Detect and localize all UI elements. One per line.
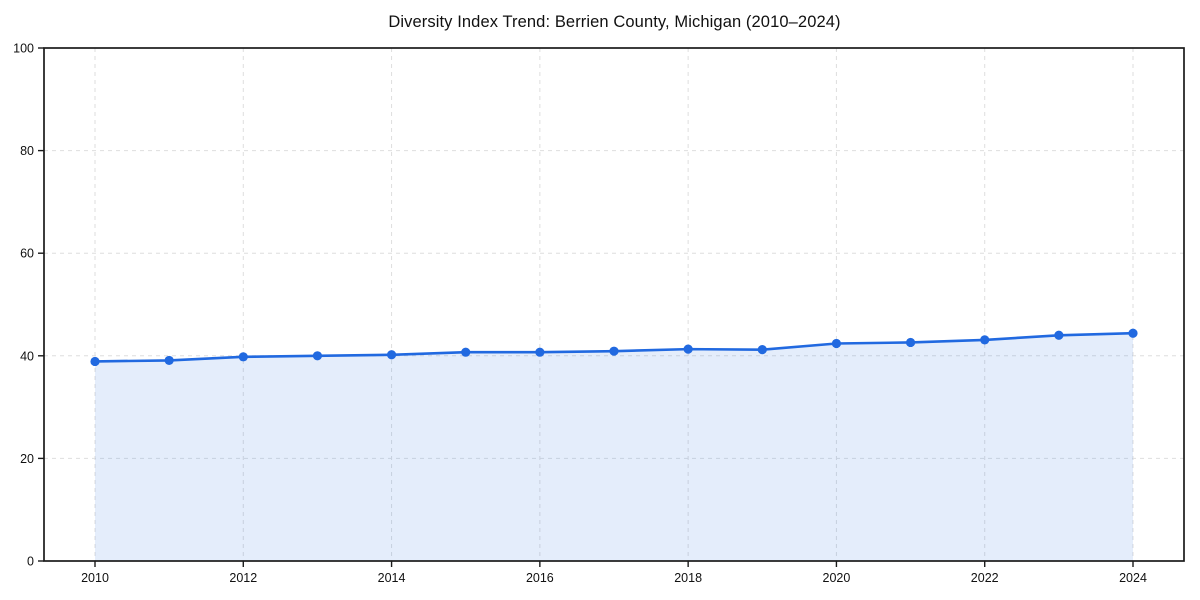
data-point-marker [1054, 330, 1064, 340]
x-tick-label: 2010 [81, 571, 109, 585]
y-tick-label: 80 [20, 144, 34, 158]
y-tick-label: 20 [20, 452, 34, 466]
y-tick-label: 100 [13, 42, 34, 56]
y-tick-label: 40 [20, 349, 34, 363]
x-tick-label: 2016 [526, 571, 554, 585]
plot-border [43, 47, 1185, 562]
data-point-marker [90, 356, 100, 367]
x-tick-label: 2014 [378, 571, 406, 585]
data-point-marker [980, 335, 990, 345]
data-point-marker [535, 347, 545, 357]
data-point-marker [386, 350, 397, 360]
data-point-marker [238, 352, 248, 362]
chart-title: Diversity Index Trend: Berrien County, M… [388, 13, 841, 31]
data-point-marker [312, 351, 323, 361]
x-tick-label: 2022 [971, 571, 999, 585]
data-point-marker [683, 344, 693, 354]
data-point-marker [164, 355, 174, 366]
data-point-marker [461, 347, 471, 357]
x-tick-label: 2020 [823, 571, 851, 585]
x-tick-label: 2018 [674, 571, 702, 585]
y-tick-label: 0 [27, 555, 34, 569]
data-point-marker [831, 338, 842, 349]
area-fill [95, 333, 1133, 561]
data-point-marker [609, 346, 619, 356]
data-point-marker [905, 337, 916, 348]
data-point-marker [757, 345, 767, 355]
y-tick-label: 60 [20, 247, 34, 261]
x-tick-label: 2012 [229, 571, 257, 585]
x-tick-label: 2024 [1119, 571, 1147, 585]
data-point-marker [1128, 328, 1138, 338]
